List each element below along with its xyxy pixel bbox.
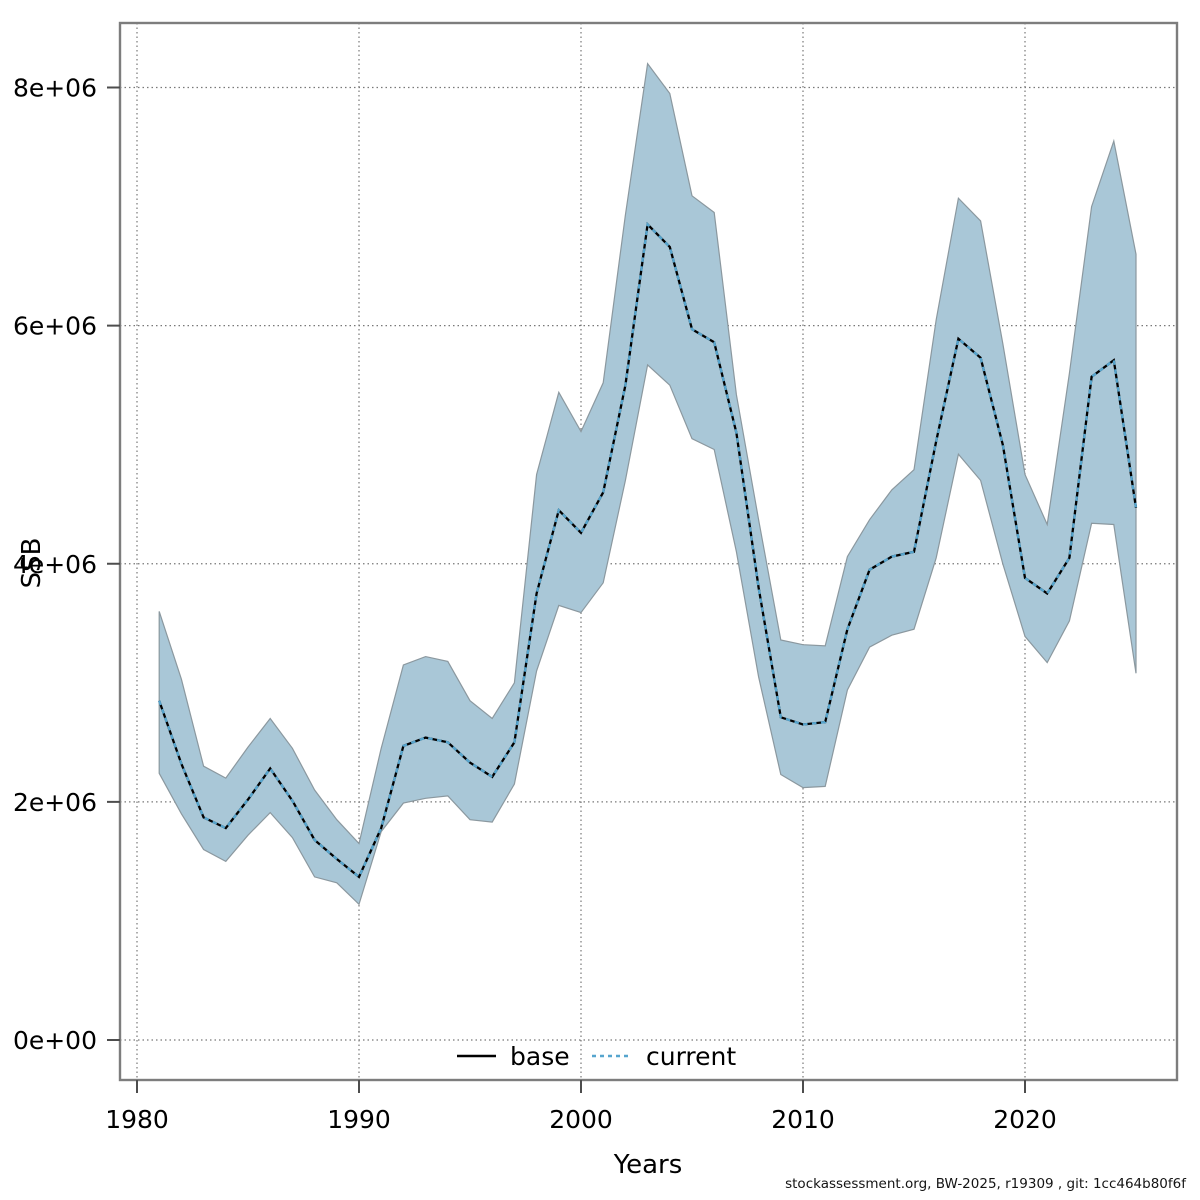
axes-layer: 1980 1990 2000 2010 2020 0e+00 2e+06 4e+06 6e+06… (13, 74, 1057, 1135)
footer-text: stockassessment.org, BW-2025, r19309 , g… (785, 1176, 1187, 1192)
series-layer (158, 221, 1138, 879)
legend: base current (457, 1042, 736, 1071)
y-tick-label: 4e+06 (13, 550, 97, 579)
confidence-band (158, 62, 1137, 906)
legend-current-label: current (646, 1042, 736, 1071)
x-tick-label: 2010 (771, 1105, 835, 1134)
legend-base-label: base (510, 1042, 570, 1071)
x-tick-label: 2020 (993, 1105, 1057, 1134)
current-line (158, 221, 1138, 879)
y-tick-label: 0e+00 (13, 1026, 97, 1055)
footer: stockassessment.org, BW-2025, r19309 , g… (785, 1176, 1187, 1192)
x-tick-label: 1990 (327, 1105, 391, 1134)
axis-titles: Years SSB (17, 538, 682, 1180)
y-tick-label: 2e+06 (13, 788, 97, 817)
plot-frame (118, 21, 1179, 1082)
y-axis-title: SSB (17, 538, 47, 589)
x-tick-label: 1980 (105, 1105, 169, 1134)
x-axis-title: Years (613, 1150, 683, 1180)
x-tick-label: 2000 (549, 1105, 613, 1134)
confidence-band-layer (158, 62, 1137, 906)
y-tick-label: 8e+06 (13, 74, 97, 103)
y-tick-label: 6e+06 (13, 312, 97, 341)
